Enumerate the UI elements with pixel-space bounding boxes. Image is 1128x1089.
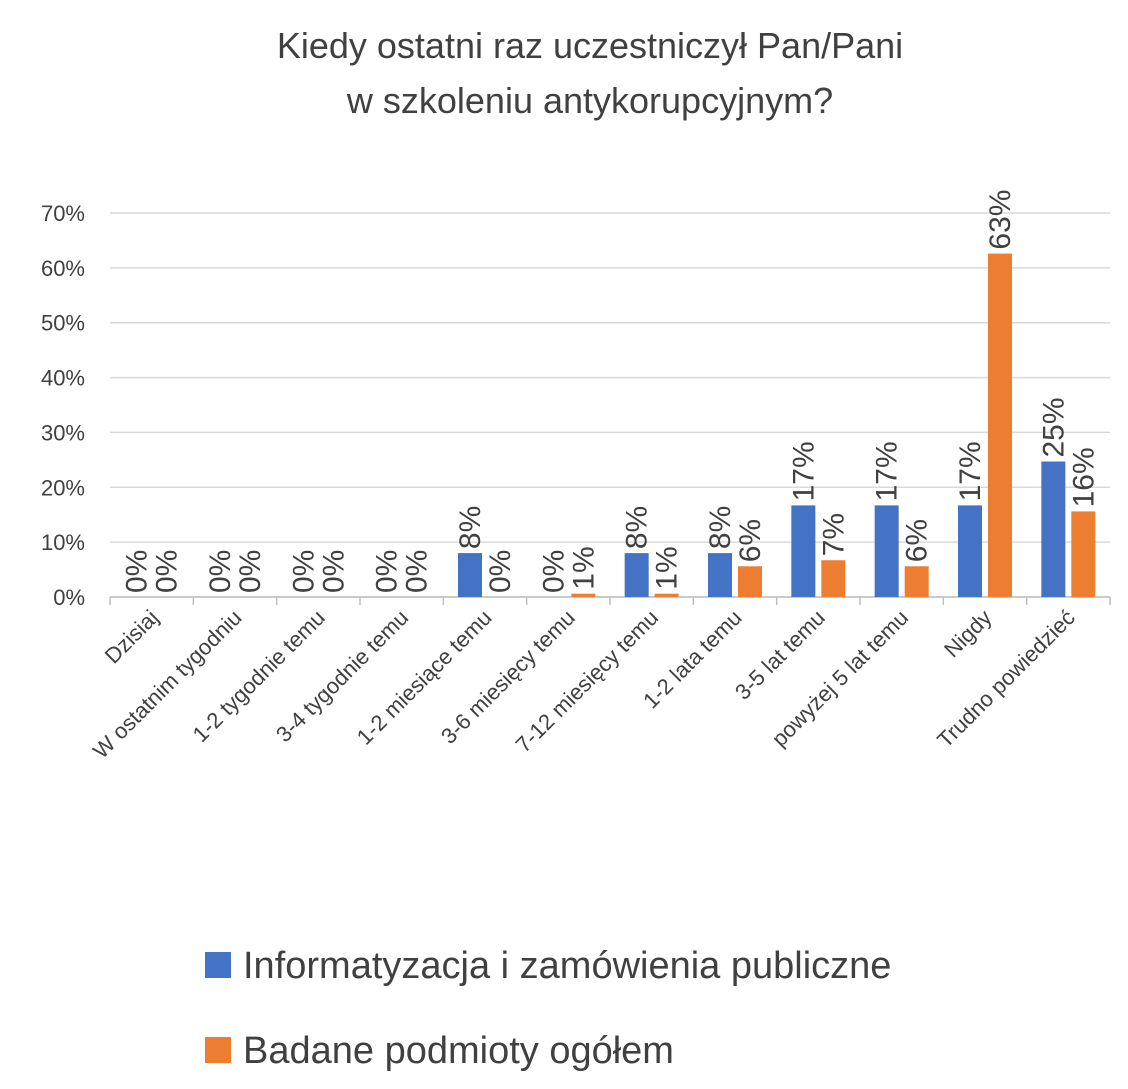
chart-title: Kiedy ostatni raz uczestniczył Pan/Pani xyxy=(277,25,903,66)
data-label: 0% xyxy=(151,550,184,593)
bar xyxy=(874,505,899,597)
data-label: 0% xyxy=(401,550,434,593)
data-label: 8% xyxy=(454,506,487,549)
data-label: 8% xyxy=(704,506,737,549)
legend-label: Badane podmioty ogółem xyxy=(243,1030,674,1072)
data-label: 17% xyxy=(954,441,987,501)
data-label: 1% xyxy=(651,546,684,589)
data-label: 0% xyxy=(204,550,237,593)
data-label: 0% xyxy=(484,550,517,593)
bar xyxy=(624,553,649,597)
data-label: 0% xyxy=(371,550,404,593)
legend-swatch xyxy=(205,1037,231,1063)
x-tick-label: Trudno powiedzieć xyxy=(932,605,1080,753)
data-label: 16% xyxy=(1067,447,1100,507)
x-tick-label: Dzisiaj xyxy=(100,605,163,668)
bar xyxy=(791,505,816,597)
x-tick-label: powyżej 5 lat temu xyxy=(767,605,914,752)
data-label: 17% xyxy=(871,441,904,501)
data-label: 1% xyxy=(567,546,600,589)
legend-swatch xyxy=(205,952,231,978)
y-tick-label: 50% xyxy=(41,311,85,336)
data-label: 0% xyxy=(317,550,350,593)
data-label: 7% xyxy=(817,513,850,556)
bar xyxy=(821,560,846,597)
y-tick-label: 20% xyxy=(41,475,85,500)
y-tick-label: 30% xyxy=(41,420,85,445)
data-label: 0% xyxy=(287,550,320,593)
y-tick-label: 0% xyxy=(53,585,85,610)
bar xyxy=(988,253,1012,597)
bar xyxy=(458,553,482,597)
bar xyxy=(654,593,679,597)
bar xyxy=(1071,511,1096,597)
data-label: 0% xyxy=(234,550,267,593)
data-label: 8% xyxy=(621,506,654,549)
legend-label: Informatyzacja i zamówienia publiczne xyxy=(243,945,891,987)
x-tick-label: 7-12 miesięcy temu xyxy=(511,605,664,758)
data-label: 25% xyxy=(1037,397,1070,457)
x-tick-label: W ostatnim tygodniu xyxy=(88,605,247,764)
bar xyxy=(958,505,982,597)
bar xyxy=(708,553,732,597)
data-label: 0% xyxy=(121,550,154,593)
bar xyxy=(571,593,596,597)
data-label: 6% xyxy=(901,519,934,562)
bar xyxy=(904,566,929,597)
chart-title: w szkoleniu antykorupcyjnym? xyxy=(346,80,833,121)
data-label: 0% xyxy=(537,550,570,593)
data-label: 17% xyxy=(787,441,820,501)
y-tick-label: 70% xyxy=(41,201,85,226)
y-tick-label: 40% xyxy=(41,366,85,391)
bar xyxy=(1041,461,1066,597)
x-tick-label: Nigdy xyxy=(939,605,996,662)
data-label: 63% xyxy=(984,190,1017,250)
y-tick-label: 10% xyxy=(41,530,85,555)
y-tick-label: 60% xyxy=(41,256,85,281)
bar xyxy=(738,566,762,597)
data-label: 6% xyxy=(734,519,767,562)
